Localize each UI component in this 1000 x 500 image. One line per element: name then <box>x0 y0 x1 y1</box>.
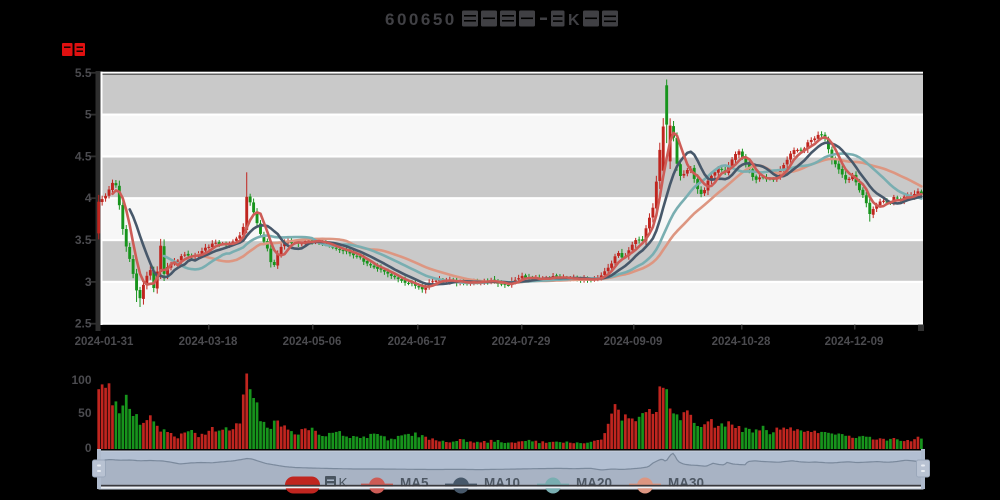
svg-text:100: 100 <box>71 373 91 387</box>
svg-text:5: 5 <box>85 108 92 122</box>
svg-text:0: 0 <box>85 441 92 455</box>
svg-text:2024-12-09: 2024-12-09 <box>825 336 884 348</box>
svg-text:2024-01-31: 2024-01-31 <box>75 336 134 348</box>
svg-text:2024-05-06: 2024-05-06 <box>283 336 342 348</box>
svg-text:4.5: 4.5 <box>75 149 92 163</box>
svg-text:K: K <box>568 12 580 29</box>
svg-text:2.5: 2.5 <box>75 317 92 331</box>
svg-text:2024-03-18: 2024-03-18 <box>179 336 238 348</box>
svg-text:2024-09-09: 2024-09-09 <box>604 336 663 348</box>
svg-text:2024-06-17: 2024-06-17 <box>388 336 447 348</box>
svg-text:50: 50 <box>78 406 92 420</box>
svg-text:K: K <box>339 476 348 491</box>
svg-text:600650: 600650 <box>385 10 457 29</box>
svg-text:3: 3 <box>85 275 92 289</box>
svg-text:2024-10-28: 2024-10-28 <box>712 336 771 348</box>
svg-text:5.5: 5.5 <box>75 66 92 80</box>
svg-text:2024-07-29: 2024-07-29 <box>492 336 551 348</box>
svg-text:4: 4 <box>85 191 92 205</box>
svg-text:3.5: 3.5 <box>75 233 92 247</box>
